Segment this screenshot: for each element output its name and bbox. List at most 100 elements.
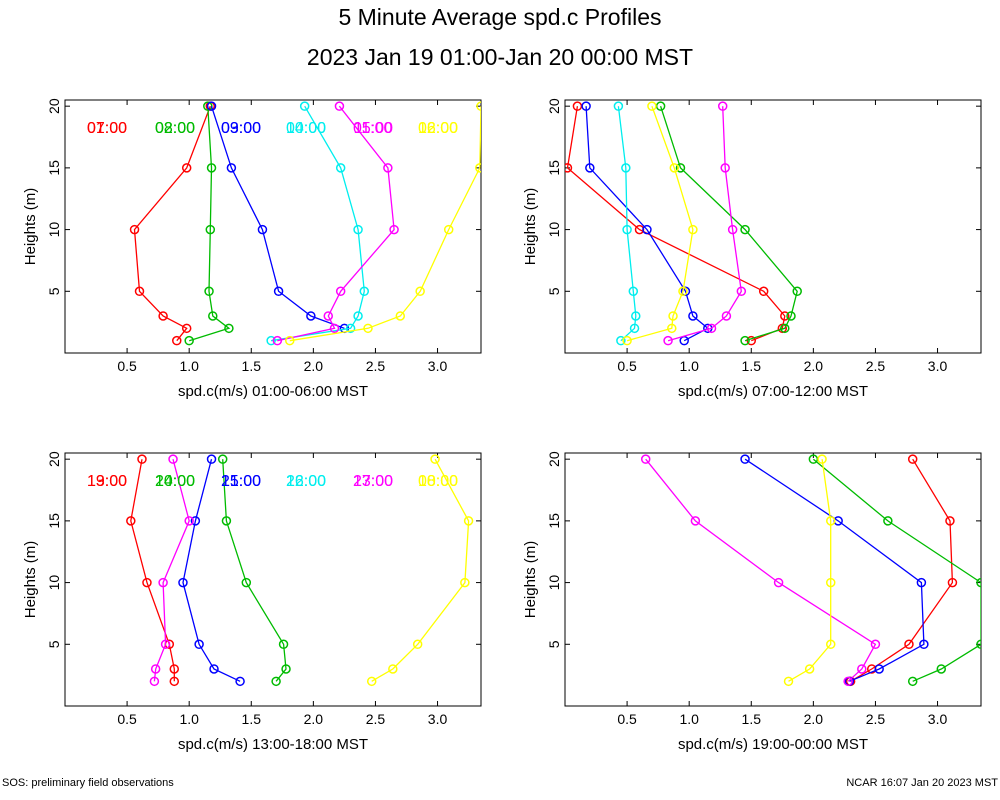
data-point (172, 335, 182, 346)
x-tick-label: 0.5 (617, 358, 637, 374)
x-tick-label: 1.0 (679, 358, 699, 374)
y-tick-label: 5 (546, 287, 562, 295)
chart-title: 5 Minute Average spd.c Profiles (338, 4, 662, 30)
data-point (299, 101, 310, 111)
data-point (306, 311, 316, 321)
x-tick-label: 3.0 (428, 711, 448, 727)
series-line (744, 458, 925, 682)
data-point (160, 639, 171, 650)
legend-entry: 17:00 (353, 473, 393, 490)
data-point (613, 101, 624, 111)
data-point (936, 664, 947, 674)
data-point (622, 335, 632, 346)
data-point (825, 516, 836, 526)
data-point (616, 335, 626, 346)
y-tick-label: 5 (546, 640, 562, 648)
data-point (780, 311, 790, 321)
panel-1: 0.5 1.0 1.5 2.0 2.5 3.0 5 10 15 20 spd.c(m/s) 01:0… (22, 98, 482, 400)
data-point (460, 577, 470, 588)
data-point (631, 311, 641, 321)
data-point (907, 676, 918, 687)
series-line (626, 105, 694, 342)
y-tick-label: 20 (546, 98, 562, 114)
legend-entry: 09:00 (221, 120, 261, 137)
data-point (194, 639, 204, 650)
x-tick-label: 1.5 (242, 358, 262, 374)
data-point (565, 163, 573, 173)
x-axis-label: spd.c(m/s) 07:00-12:00 MST (678, 383, 868, 400)
data-point (359, 286, 370, 297)
data-point (168, 454, 178, 464)
data-point (383, 163, 393, 173)
x-tick-label: 2.5 (366, 358, 386, 374)
data-point (736, 286, 747, 297)
data-point (668, 311, 678, 321)
data-point (206, 454, 217, 464)
data-point (217, 454, 228, 464)
series-line (133, 105, 211, 342)
data-point (272, 335, 283, 346)
series-1100: 11:00 (354, 101, 747, 346)
chart-subtitle: 2023 Jan 19 01:00-Jan 20 00:00 MST (306, 44, 694, 70)
x-axis-label: spd.c(m/s) 19:00-00:00 MST (678, 736, 868, 753)
x-tick-label: 2.0 (804, 711, 824, 727)
data-point (257, 224, 268, 235)
data-point (945, 516, 955, 526)
data-point (206, 101, 217, 111)
data-point (149, 676, 160, 687)
y-tick-label: 20 (46, 451, 62, 467)
data-point (916, 577, 927, 588)
series-line (130, 459, 175, 682)
panel-3: 0.5 1.0 1.5 2.0 2.5 3.0 5 10 15 20 spd.c(m/s) 13:0… (22, 451, 482, 753)
series-line (210, 106, 345, 329)
data-point (640, 454, 651, 464)
y-axis-label: Heights (m) (22, 188, 39, 266)
data-point (278, 639, 289, 650)
series-line (182, 459, 241, 682)
data-point (688, 311, 698, 321)
series-line (189, 106, 231, 342)
data-point (184, 335, 194, 346)
data-point (415, 286, 425, 297)
data-point (463, 516, 474, 526)
data-point (235, 676, 245, 687)
data-point (430, 454, 440, 464)
series-line (222, 459, 287, 682)
data-point (388, 664, 398, 674)
plot-frame (64, 452, 482, 707)
plot-frame (64, 99, 482, 354)
data-point (169, 664, 180, 674)
series-1700: 17:00 (149, 454, 393, 687)
legend-entry: 07:00 (87, 120, 127, 137)
data-point (335, 286, 346, 297)
data-point (134, 286, 145, 297)
y-tick-label: 5 (46, 640, 62, 648)
data-point (271, 676, 281, 687)
series-line (289, 106, 481, 342)
data-point (273, 286, 284, 297)
data-point (208, 311, 218, 321)
data-point (266, 335, 276, 346)
data-point (126, 516, 136, 526)
legend-entry: 06:00 (418, 120, 458, 137)
data-point (335, 163, 346, 173)
series-line (153, 459, 190, 682)
data-point (919, 639, 929, 650)
data-point (857, 664, 867, 674)
data-point (158, 577, 168, 588)
data-point (158, 311, 168, 321)
data-point (395, 311, 406, 321)
legend-entry: 23:00 (353, 473, 393, 490)
series-line (617, 106, 637, 342)
series-line (566, 106, 786, 342)
legend-entry: 22:00 (286, 473, 326, 490)
data-point (706, 323, 717, 334)
y-tick-label: 15 (46, 513, 62, 529)
data-point (334, 101, 345, 111)
data-point (221, 516, 232, 526)
data-point (205, 224, 216, 235)
data-point (181, 323, 192, 334)
data-point (675, 163, 686, 173)
data-point (721, 311, 732, 321)
